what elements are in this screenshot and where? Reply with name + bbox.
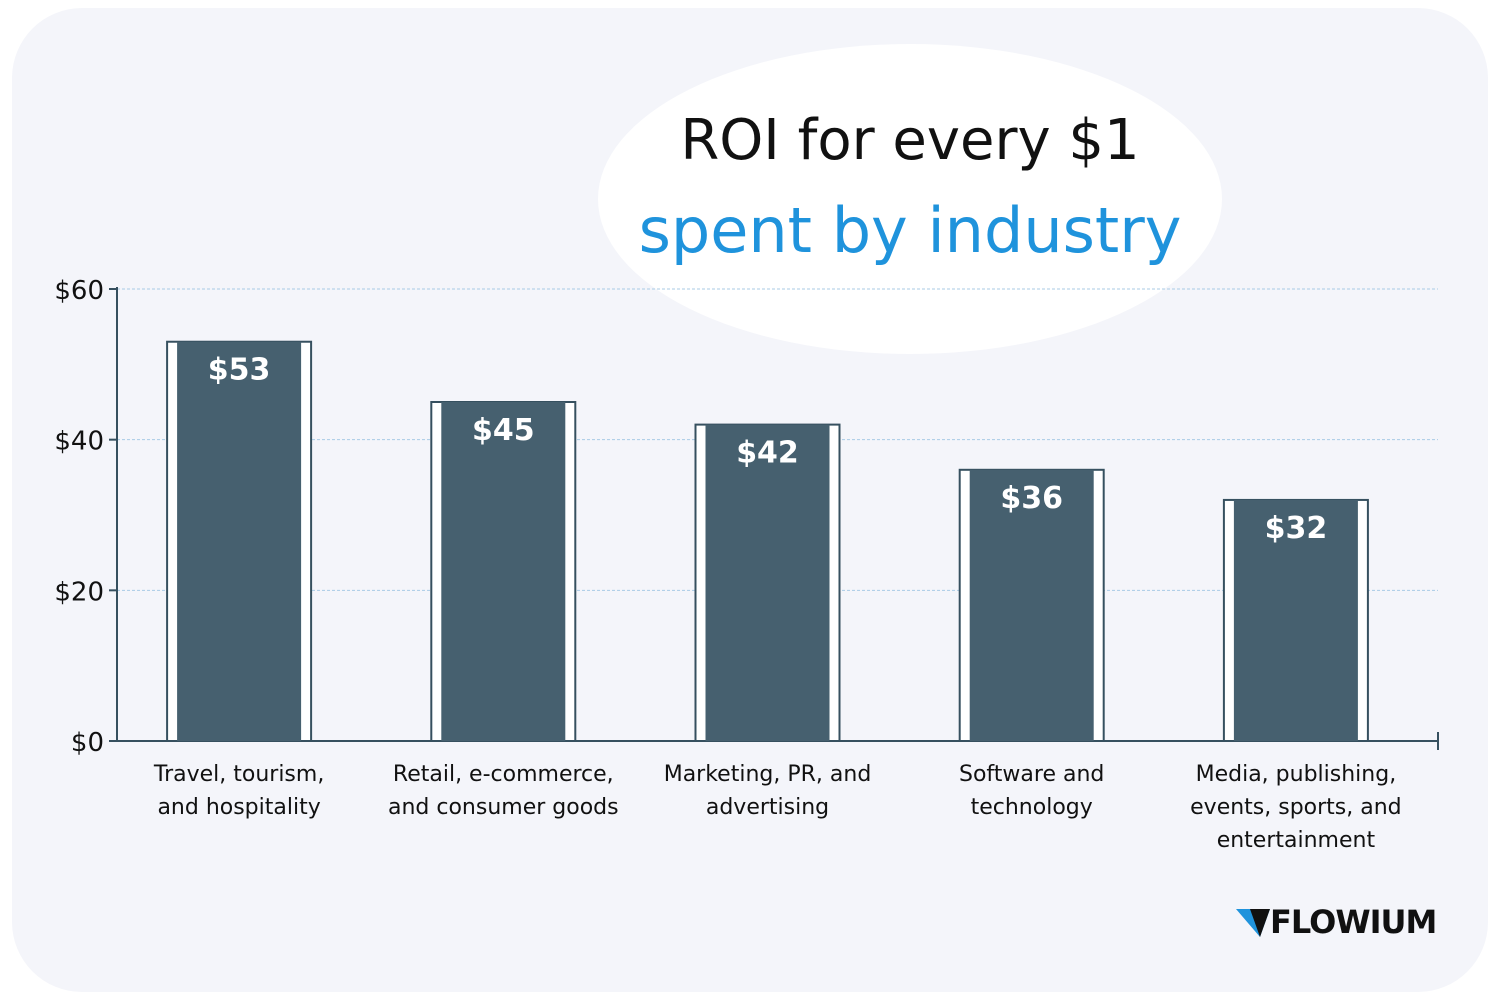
- x-tick-label: Media, publishing, events, sports, and ent…: [1190, 762, 1402, 853]
- x-tick-label: Travel, tourism, and hospitality: [153, 762, 324, 820]
- logo-text: FLOWIUM: [1270, 903, 1437, 941]
- x-tick-label: Software and technology: [959, 762, 1104, 820]
- bar-value-label: $53: [208, 353, 271, 388]
- y-tick-label: $40: [54, 427, 104, 457]
- bar: [177, 341, 302, 741]
- title-bubble: [598, 44, 1222, 354]
- chart-title-line-2: spent by industry: [638, 194, 1182, 267]
- y-tick-label: $0: [71, 728, 104, 758]
- bar: [441, 402, 566, 741]
- x-tick-label: Retail, e-commerce, and consumer goods: [388, 762, 619, 820]
- bar: [1233, 499, 1358, 741]
- flowium-triangle-icon: [1236, 909, 1270, 937]
- chart-title-line-1: ROI for every $1: [680, 108, 1140, 173]
- y-tick-label: $60: [54, 276, 104, 306]
- bar-value-label: $42: [736, 436, 799, 471]
- bar-value-label: $36: [1000, 481, 1063, 516]
- bar-value-label: $32: [1265, 511, 1328, 546]
- flowium-logo: FLOWIUM: [1236, 903, 1437, 941]
- bar-value-label: $45: [472, 413, 535, 448]
- bar: [705, 424, 830, 741]
- x-tick-label: Marketing, PR, and advertising: [664, 762, 872, 820]
- bar: [969, 469, 1094, 741]
- y-tick-label: $20: [54, 577, 104, 607]
